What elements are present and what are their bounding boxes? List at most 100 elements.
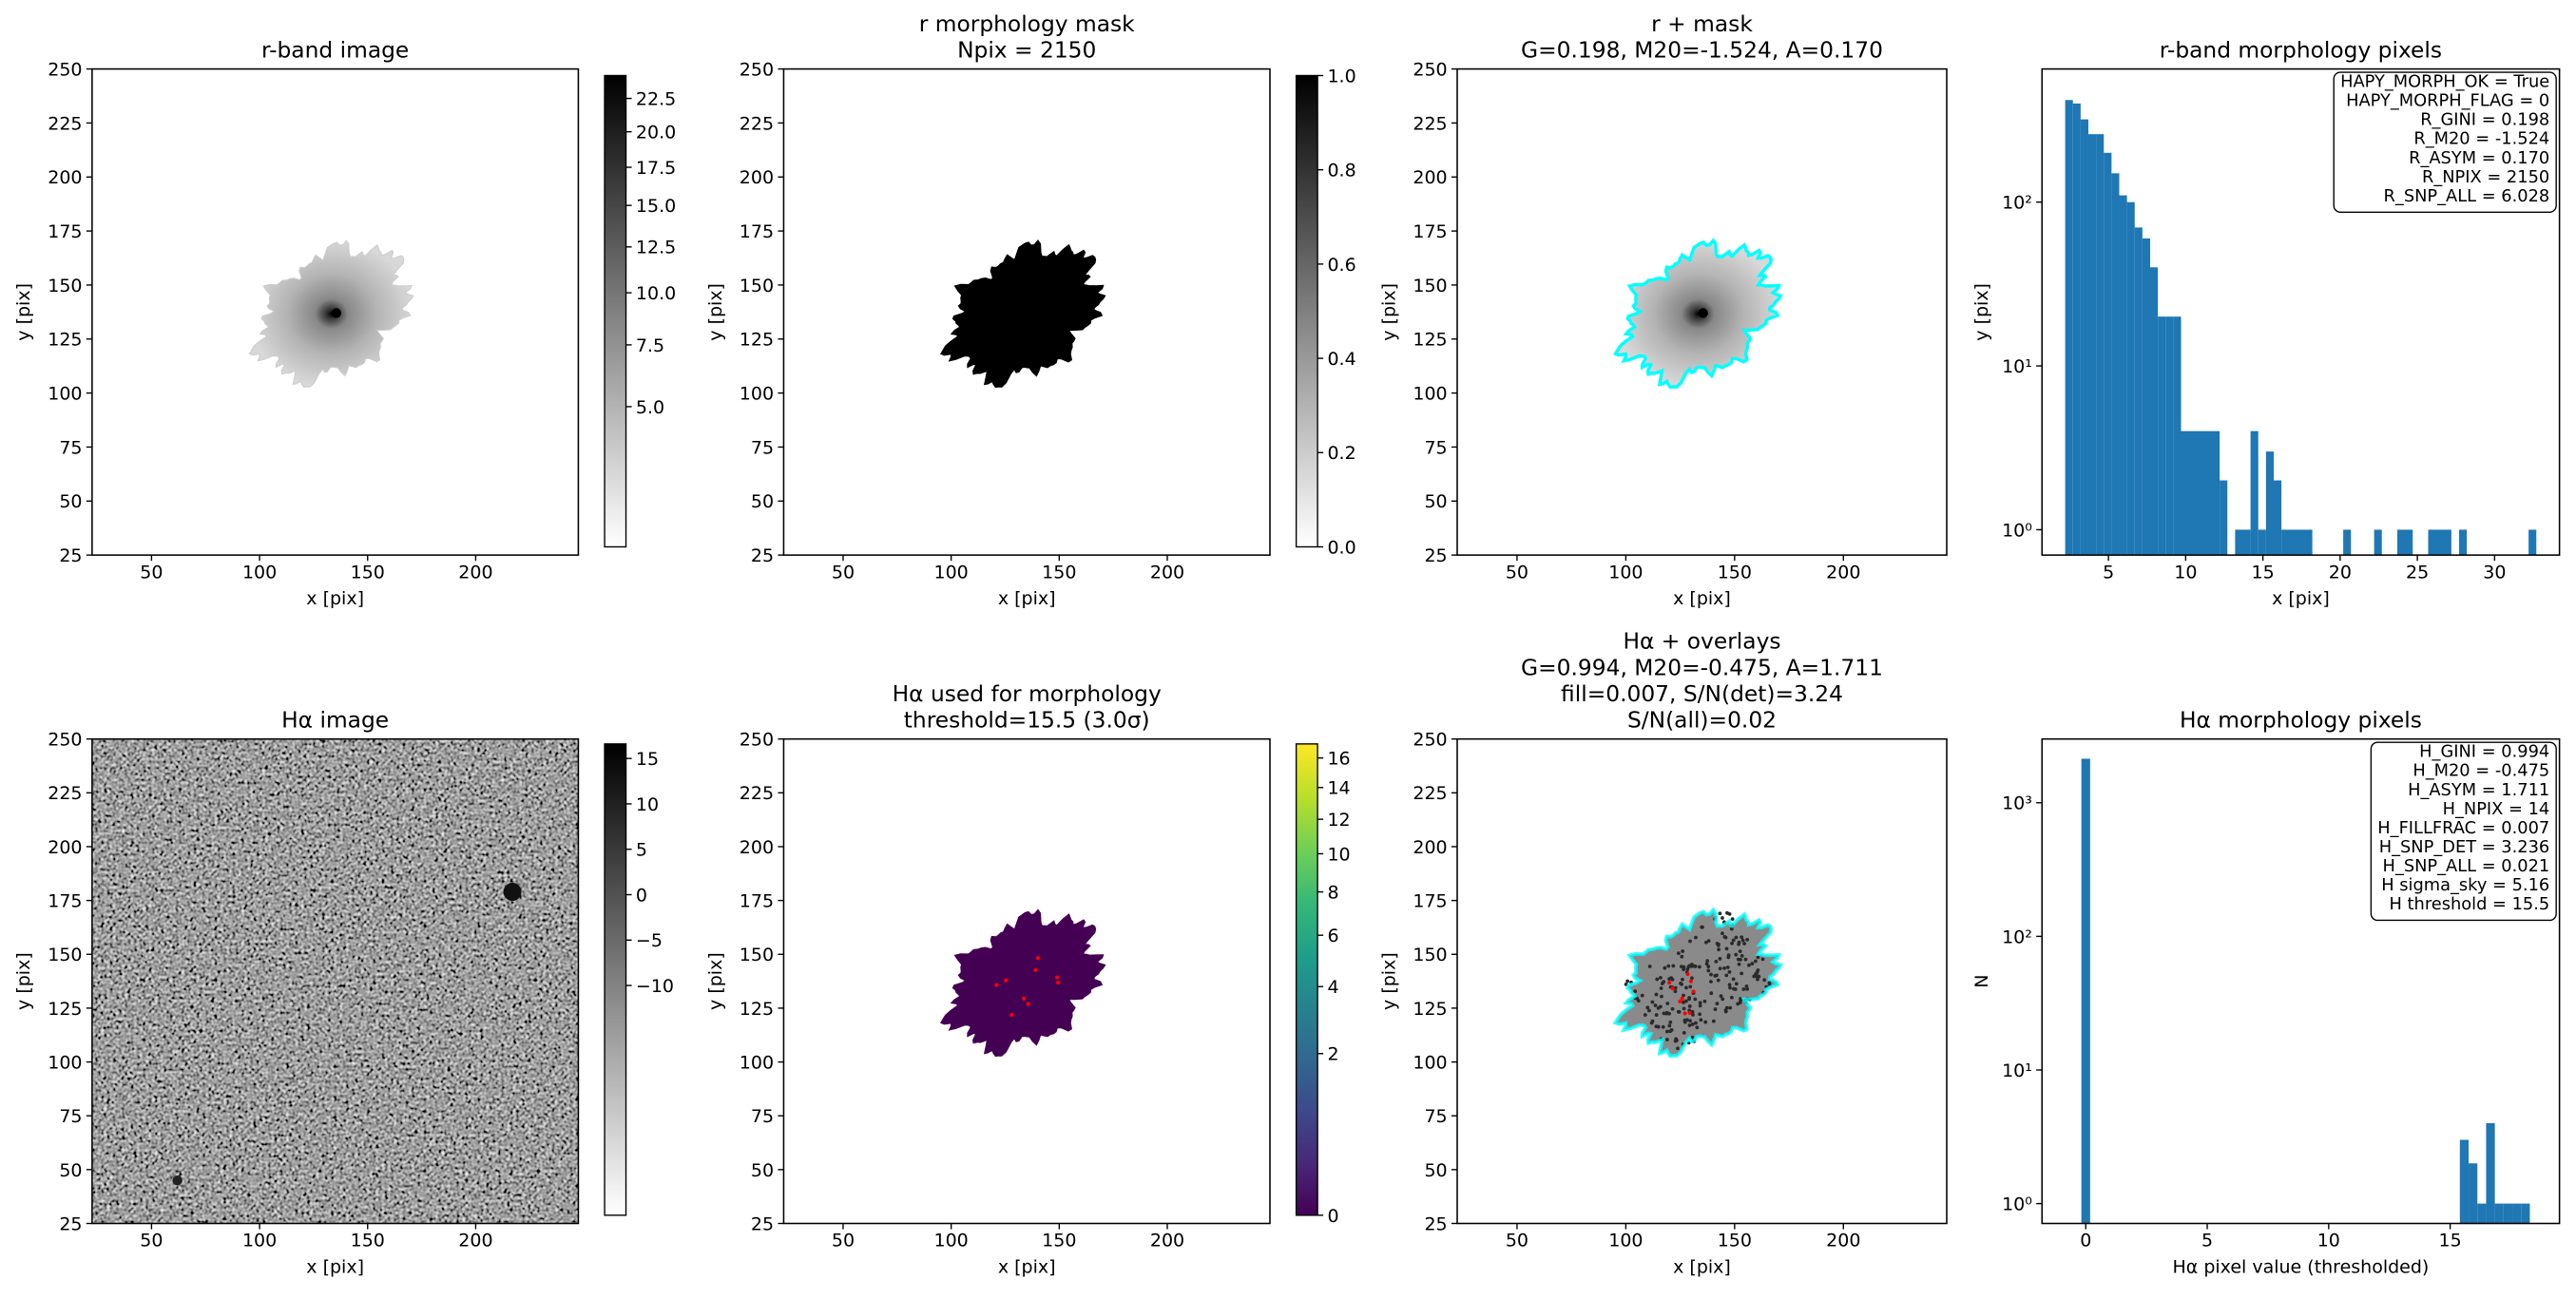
x-tick-label: 10 [2317, 1231, 2340, 1251]
image-dot [1682, 993, 1685, 998]
image-dot [1698, 1001, 1702, 1005]
axes-frame [91, 67, 580, 556]
image-dot [1716, 978, 1721, 983]
image-dot [1716, 944, 1721, 947]
image-dot [1722, 965, 1726, 970]
colorbar-tick-label: 14 [1327, 778, 1350, 799]
x-tick-label: 50 [832, 1231, 855, 1251]
colorbar-tick-label: 12.5 [636, 238, 676, 258]
y-axis-label: y [pix] [1971, 283, 1992, 341]
image-dot [1682, 1006, 1686, 1011]
image-dot [1739, 957, 1742, 962]
image-dot [1730, 941, 1734, 946]
image-dot [1694, 1021, 1698, 1025]
image-dot [1680, 954, 1684, 959]
image-dot [1745, 986, 1749, 991]
image-dot [1647, 1008, 1651, 1013]
annotation-line: R_ASYM = 0.170 [2409, 148, 2549, 168]
x-tick-label: 200 [1150, 562, 1184, 583]
annotation-line: H_ASYM = 1.711 [2408, 780, 2549, 800]
y-tick-label: 50 [1424, 1160, 1447, 1181]
image-dot [1706, 939, 1711, 944]
hist-bar [2111, 173, 2120, 556]
x-axis-label: x [pix] [998, 1256, 1056, 1277]
image-dot [1687, 1010, 1692, 1016]
image-dot [1744, 984, 1749, 988]
hist-bar [2458, 529, 2468, 556]
image-spot [503, 883, 522, 902]
image-dot [1661, 1024, 1665, 1029]
image-dot [1671, 964, 1676, 968]
hist-bar [2081, 758, 2090, 1224]
x-tick-label: 100 [242, 1231, 277, 1251]
image-dot [1740, 953, 1744, 958]
image-dot [1705, 959, 1710, 964]
colorbar-tick-label: 0 [636, 885, 647, 906]
panel: r-band morphology pixels HAPY_MORPH_OK = … [1971, 36, 2561, 609]
y-tick-label: 175 [1413, 221, 1447, 242]
panel-title: Hα image [281, 707, 389, 734]
y-tick-label: 150 [740, 276, 774, 296]
y-tick-label: 225 [740, 113, 774, 134]
image-dot [1732, 986, 1736, 991]
annotation-line: H sigma_sky = 5.16 [2381, 875, 2549, 895]
x-tick-label: 150 [1042, 1231, 1076, 1251]
image-dot [1681, 977, 1684, 982]
hist-bar [2087, 134, 2097, 556]
axes-frame [782, 737, 1271, 1225]
image-dot [1687, 1004, 1692, 1008]
image-dot [1695, 1025, 1700, 1030]
image-dot [1643, 1013, 1647, 1017]
colorbar-tick-label: −10 [636, 976, 674, 997]
y-tick-label: 10² [2002, 193, 2032, 214]
y-tick-label: 225 [1413, 113, 1447, 134]
image-dot [1739, 997, 1742, 1001]
y-axis-label: y [pix] [1378, 283, 1399, 341]
image-dot [1721, 997, 1725, 1002]
colorbar-tick-label: 5 [636, 840, 647, 861]
x-tick-label: 150 [1042, 562, 1076, 583]
colorbar-tick-label: −5 [636, 930, 663, 951]
image-dot [1655, 977, 1660, 982]
y-tick-label: 175 [740, 221, 774, 242]
image-dot [1724, 946, 1729, 951]
y-tick-label: 10⁰ [2002, 520, 2032, 541]
image-dot [1666, 964, 1671, 968]
image-dot [1670, 986, 1675, 991]
image-dot [1669, 976, 1674, 981]
hist-bar [2396, 529, 2413, 556]
hist-bar [2281, 529, 2313, 556]
image-spot [172, 1175, 183, 1186]
plot-area [940, 908, 1106, 1058]
image-dot [1740, 971, 1744, 976]
image-dot [1660, 994, 1663, 999]
image-dot [1750, 962, 1755, 965]
image-dot [1676, 1046, 1680, 1051]
image-dot [1654, 1024, 1659, 1029]
image-dot [1678, 999, 1682, 1003]
image-dot [1056, 980, 1061, 985]
hist-bar [2173, 316, 2182, 556]
annotation-line: H_NPIX = 14 [2443, 799, 2550, 819]
colorbar-tick-label: 5.0 [636, 397, 664, 418]
image-dot [1740, 935, 1744, 940]
image-dot [1664, 1010, 1669, 1015]
y-tick-label: 50 [1424, 491, 1447, 512]
image-dot [1668, 1029, 1672, 1034]
mask-contour [1613, 238, 1783, 390]
x-tick-label: 200 [1826, 1231, 1860, 1251]
panel-title: Hα + overlays [1623, 628, 1780, 655]
x-axis-label: x [pix] [1673, 1256, 1731, 1277]
image-dot [994, 983, 999, 987]
image-dot [1654, 1013, 1659, 1017]
panel: Hα morphology pixels H_GINI = 0.994H_M20 … [1971, 707, 2561, 1277]
colorbar-tick-label: 10 [1327, 844, 1350, 865]
image-dot [1723, 1009, 1728, 1014]
axes-frame [782, 67, 1271, 556]
colorbar [1295, 74, 1318, 548]
image-dot [1698, 1003, 1702, 1008]
image-dot [1727, 983, 1732, 987]
colorbar-tick-label: 0.2 [1327, 443, 1355, 464]
